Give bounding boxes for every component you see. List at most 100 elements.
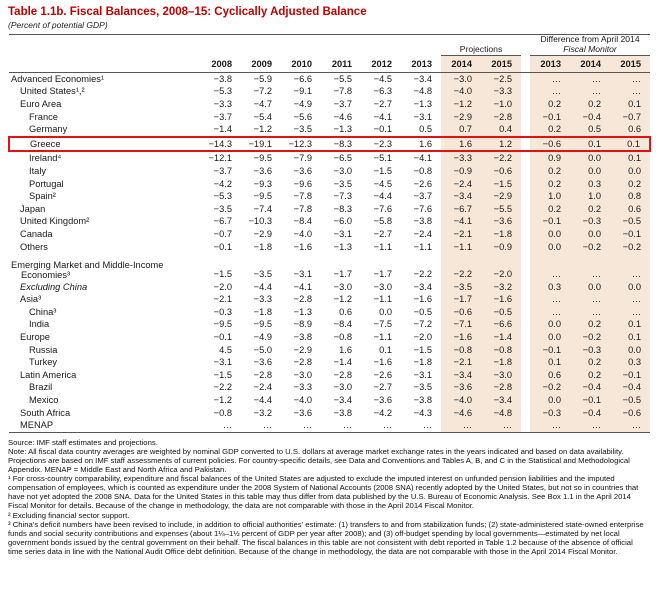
table-body: Advanced Economies¹ −3.8 −5.9 −6.6 −5.5 −4.5 −…	[8, 72, 652, 433]
value-cell: −2.6	[373, 369, 392, 380]
value-cell: −2.8	[293, 357, 312, 368]
column-gap	[521, 190, 531, 203]
value-cell: …	[610, 293, 651, 306]
table-row: Turkey −3.1 −3.6 −2.8 −1.4 −1.6 −1.8 −2.1 −1.8 0.…	[9, 356, 651, 369]
column-gap	[521, 419, 531, 433]
value-cell: …	[570, 293, 611, 306]
table-row: Brazil −2.2 −2.4 −3.3 −3.0 −2.7 −3.5 −3.6 −2.8 −0…	[9, 381, 651, 395]
value-cell: −3.7	[213, 165, 232, 176]
value-cell: −3.5	[441, 280, 481, 294]
value-cell: −0.4	[570, 406, 611, 420]
value-cell: 0.2	[530, 97, 571, 111]
table-row: United States¹,² −5.3 −7.2 −9.1 −7.8 −6.3 −4.8…	[9, 85, 651, 98]
value-cell: −1.2	[441, 97, 481, 111]
value-cell: −4.0	[441, 85, 481, 98]
table-title: Table 1.1b. Fiscal Balances, 2008–15: Cy…	[8, 6, 367, 18]
value-cell: −4.7	[253, 98, 272, 109]
value-cell: 0.5	[419, 124, 432, 135]
value-cell: −6.0	[333, 216, 352, 227]
value-cell: −1.8	[481, 356, 522, 369]
value-cell: 0.2	[570, 202, 611, 216]
difference-year-header: 2014	[570, 55, 611, 73]
value-cell: −3.0	[481, 368, 522, 382]
value-cell: −3.1	[293, 269, 312, 280]
value-cell: −0.8	[413, 165, 432, 176]
value-cell: 0.1	[610, 135, 652, 153]
value-cell: 0.3	[610, 356, 651, 369]
value-cell: −7.8	[333, 86, 352, 97]
value-cell: −4.6	[441, 406, 481, 420]
value-cell: −12.1	[208, 153, 232, 164]
value-cell: −1.1	[413, 241, 432, 252]
value-cell: …	[610, 85, 651, 98]
value-cell: −3.1	[333, 228, 352, 239]
row-label: United States¹,²	[20, 86, 85, 97]
value-cell: −0.4	[570, 110, 611, 124]
value-cell: 4.5	[219, 344, 232, 355]
value-cell: −5.5	[333, 73, 352, 84]
value-cell: −2.7	[373, 382, 392, 393]
table-row: Spain² −5.3 −9.5 −7.8 −7.3 −4.4 −3.7 −3.4 −2.9 1.…	[9, 190, 651, 203]
difference-group-header: Difference from April 2014 Fiscal Monito…	[530, 34, 651, 57]
table-row: Mexico −1.2 −4.4 −4.0 −3.4 −3.6 −3.8 −4.0 −3.4 0.…	[9, 394, 651, 407]
column-gap	[521, 318, 531, 332]
value-cell: …	[570, 419, 611, 433]
column-gap	[521, 215, 531, 228]
value-cell: …	[610, 305, 651, 319]
value-cell: −9.5	[213, 319, 232, 330]
row-label: Turkey	[29, 357, 58, 368]
year-column-header: 2012	[361, 55, 401, 73]
column-gap	[521, 343, 531, 357]
value-cell: 0.2	[570, 368, 611, 382]
table-row: Ireland⁴ −12.1 −9.5 −7.9 −6.5 −5.1 −4.1 −3.3 −2.…	[9, 151, 651, 165]
value-cell	[481, 253, 522, 260]
value-cell: −6.6	[293, 73, 312, 84]
value-cell: −1.6	[481, 293, 522, 306]
value-cell: −3.4	[481, 394, 522, 407]
value-cell: −1.8	[481, 227, 522, 241]
column-gap	[521, 35, 530, 56]
value-cell: 0.0	[570, 164, 611, 178]
value-cell: −0.6	[441, 305, 481, 319]
column-gap	[521, 293, 531, 306]
value-cell: 0.6	[610, 123, 651, 137]
column-gap	[521, 123, 531, 137]
value-cell: −3.8	[413, 216, 432, 227]
row-label: India	[29, 319, 50, 330]
row-label: Portugal	[29, 178, 64, 189]
value-cell: −4.9	[253, 332, 272, 343]
value-cell: 0.5	[570, 123, 611, 137]
projections-group-header: Projections	[441, 34, 522, 57]
value-cell: 0.0	[610, 343, 651, 357]
table-row: South Africa −0.8 −3.2 −3.6 −3.8 −4.2 −4.3 −4.6…	[9, 406, 651, 420]
column-gap	[521, 164, 531, 178]
value-cell: −8.4	[333, 319, 352, 330]
value-cell: −1.1	[373, 332, 392, 343]
value-cell: 0.0	[530, 318, 571, 332]
value-cell: −4.6	[333, 111, 352, 122]
value-cell: 1.6	[441, 135, 481, 153]
value-cell: −0.3	[570, 343, 611, 357]
empty-header-cell	[9, 35, 201, 56]
value-cell: −2.2	[213, 382, 232, 393]
value-cell: −7.3	[333, 191, 352, 202]
value-cell: …	[361, 419, 401, 433]
value-cell: −1.3	[333, 241, 352, 252]
column-gap	[521, 356, 531, 369]
value-cell: 1.2	[481, 135, 522, 153]
value-cell: −0.3	[570, 215, 611, 228]
value-cell: −0.5	[481, 305, 522, 319]
value-cell: −3.1	[413, 111, 432, 122]
value-cell: −5.8	[373, 216, 392, 227]
value-cell: −2.8	[481, 110, 522, 124]
value-cell: 0.2	[530, 164, 571, 178]
column-gap	[521, 280, 531, 294]
row-label: Europe	[20, 332, 50, 343]
row-label: South Africa	[20, 407, 71, 418]
column-gap	[521, 227, 531, 241]
value-cell: −2.2	[413, 269, 432, 280]
table-row: France −3.7 −5.4 −5.6 −4.6 −4.1 −3.1 −2.9 −2.8 −0…	[9, 110, 651, 124]
value-cell: −0.5	[610, 215, 651, 228]
empty-header-cell	[201, 35, 441, 56]
column-gap	[521, 202, 531, 216]
